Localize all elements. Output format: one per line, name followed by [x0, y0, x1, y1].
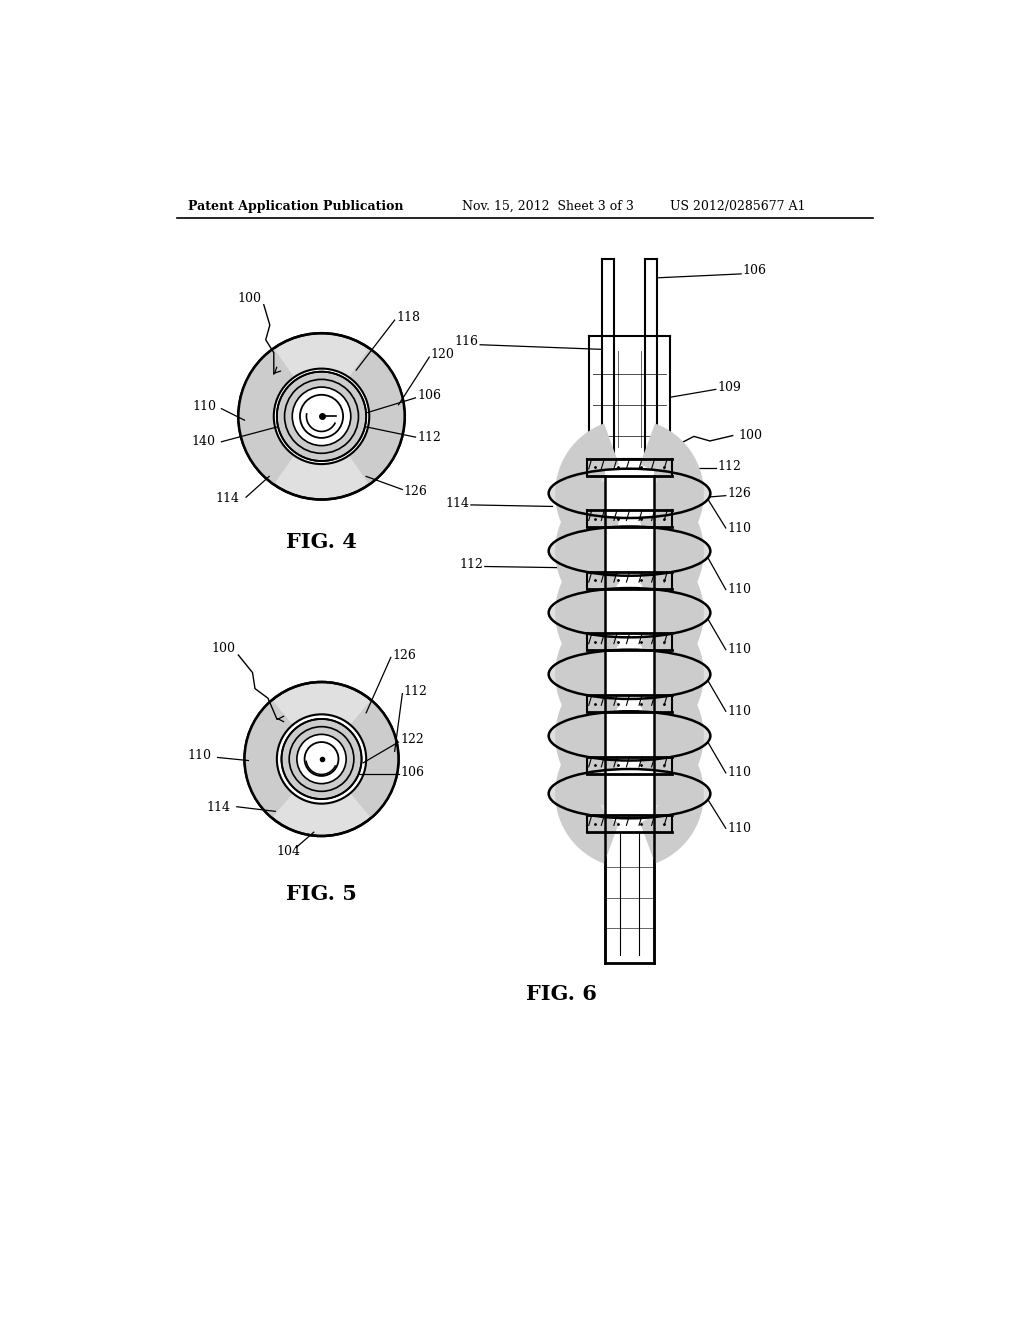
Wedge shape [640, 543, 703, 682]
FancyBboxPatch shape [605, 470, 654, 516]
Wedge shape [555, 723, 618, 863]
Wedge shape [245, 700, 293, 818]
FancyBboxPatch shape [605, 713, 654, 759]
Circle shape [292, 387, 351, 446]
Wedge shape [640, 605, 703, 744]
Text: 104: 104 [276, 845, 300, 858]
Circle shape [297, 734, 346, 784]
Text: 100: 100 [211, 642, 234, 655]
Text: 110: 110 [727, 521, 752, 535]
Circle shape [276, 372, 367, 461]
Wedge shape [640, 723, 703, 863]
Text: 106: 106 [742, 264, 767, 277]
Text: 100: 100 [238, 292, 262, 305]
Text: 109: 109 [717, 381, 741, 395]
Text: US 2012/0285677 A1: US 2012/0285677 A1 [670, 199, 805, 213]
Circle shape [245, 682, 398, 836]
Text: 110: 110 [727, 767, 752, 779]
Wedge shape [555, 424, 618, 564]
Wedge shape [555, 667, 618, 805]
FancyBboxPatch shape [605, 771, 654, 817]
Text: 120: 120 [431, 348, 455, 362]
Text: 112: 112 [460, 558, 483, 572]
Text: 126: 126 [403, 484, 428, 498]
Wedge shape [640, 482, 703, 620]
Text: 106: 106 [417, 389, 441, 403]
Text: 114: 114 [207, 801, 230, 814]
Text: Patent Application Publication: Patent Application Publication [188, 199, 403, 213]
Ellipse shape [549, 589, 711, 638]
Text: 110: 110 [193, 400, 217, 413]
FancyBboxPatch shape [605, 651, 654, 698]
FancyBboxPatch shape [605, 589, 654, 636]
Circle shape [304, 742, 339, 776]
Wedge shape [640, 424, 703, 564]
Text: 126: 126 [727, 487, 752, 500]
Text: 126: 126 [392, 648, 416, 661]
FancyBboxPatch shape [605, 528, 654, 574]
Wedge shape [640, 667, 703, 805]
Ellipse shape [549, 711, 711, 760]
Text: 112: 112 [417, 430, 441, 444]
Circle shape [282, 719, 361, 799]
Text: FIG. 5: FIG. 5 [286, 884, 357, 904]
Text: 118: 118 [396, 312, 420, 325]
Text: 110: 110 [727, 822, 752, 834]
Ellipse shape [549, 469, 711, 517]
Text: 116: 116 [455, 335, 478, 348]
Circle shape [239, 333, 404, 499]
Text: 110: 110 [187, 748, 211, 762]
Ellipse shape [549, 649, 711, 700]
Text: 100: 100 [739, 429, 763, 442]
Text: 110: 110 [727, 643, 752, 656]
Wedge shape [555, 543, 618, 682]
Text: FIG. 4: FIG. 4 [286, 532, 357, 552]
Text: 106: 106 [400, 767, 424, 779]
Circle shape [273, 368, 370, 465]
Text: Nov. 15, 2012  Sheet 3 of 3: Nov. 15, 2012 Sheet 3 of 3 [462, 199, 634, 213]
Text: 112: 112 [403, 685, 428, 698]
Text: 122: 122 [400, 733, 424, 746]
Wedge shape [349, 348, 404, 484]
Text: FIG. 6: FIG. 6 [526, 983, 597, 1003]
Ellipse shape [549, 770, 711, 818]
Wedge shape [350, 700, 398, 818]
Ellipse shape [549, 527, 711, 576]
Text: 114: 114 [216, 492, 240, 506]
Wedge shape [239, 348, 294, 484]
Text: 140: 140 [191, 436, 215, 449]
Circle shape [300, 395, 343, 438]
Wedge shape [555, 482, 618, 620]
Circle shape [276, 714, 367, 804]
Text: 110: 110 [727, 705, 752, 718]
Wedge shape [555, 605, 618, 744]
Text: 112: 112 [717, 459, 741, 473]
Text: 114: 114 [445, 496, 469, 510]
Text: 110: 110 [727, 583, 752, 597]
